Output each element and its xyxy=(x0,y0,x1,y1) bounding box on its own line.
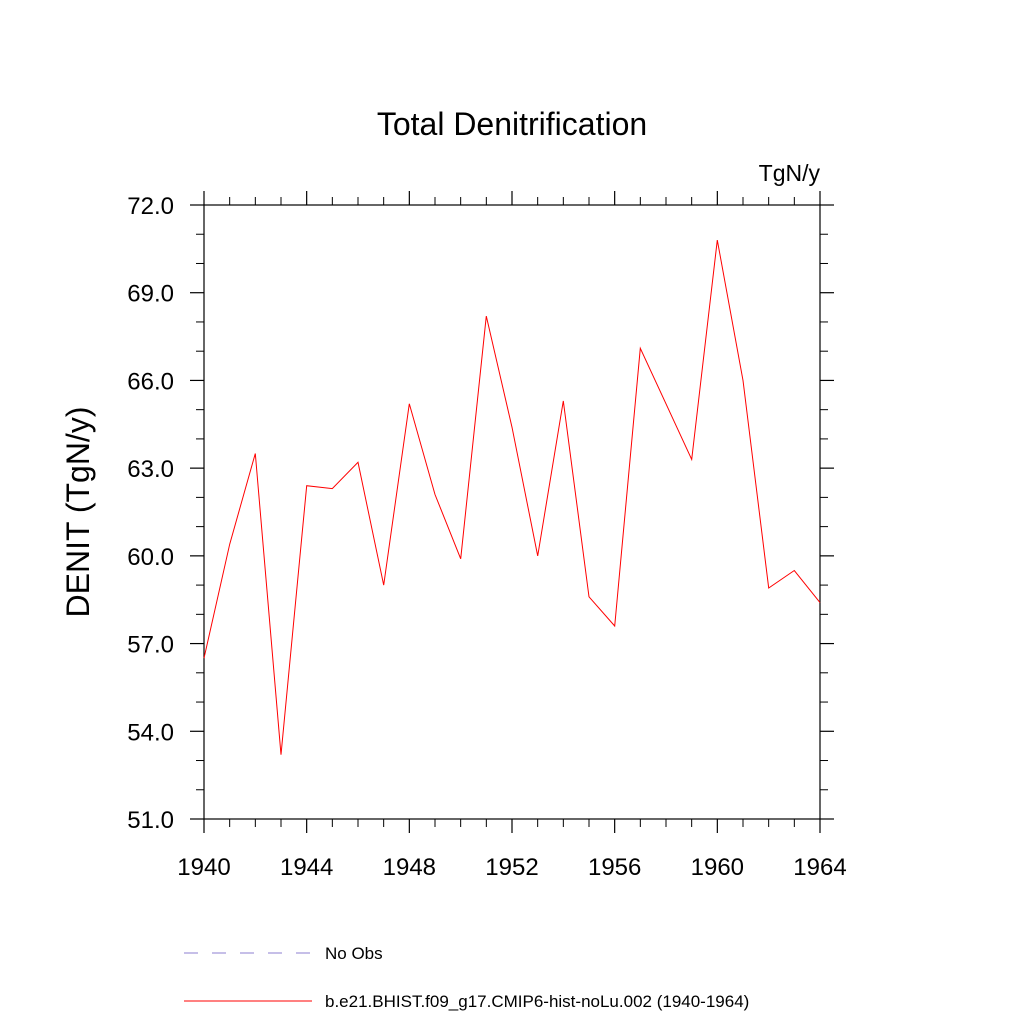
units-label: TgN/y xyxy=(759,160,821,186)
legend-label: No Obs xyxy=(325,944,383,963)
y-axis-label: DENIT (TgN/y) xyxy=(60,407,96,618)
y-tick-label: 51.0 xyxy=(127,807,174,834)
y-tick-label: 69.0 xyxy=(127,281,174,308)
x-tick-label: 1956 xyxy=(588,854,641,881)
x-tick-label: 1960 xyxy=(691,854,744,881)
y-tick-label: 54.0 xyxy=(127,719,174,746)
x-tick-label: 1948 xyxy=(383,854,436,881)
x-tick-label: 1964 xyxy=(793,854,846,881)
y-tick-label: 60.0 xyxy=(127,544,174,571)
x-tick-label: 1944 xyxy=(280,854,333,881)
y-tick-label: 57.0 xyxy=(127,632,174,659)
x-tick-label: 1952 xyxy=(485,854,538,881)
y-tick-label: 66.0 xyxy=(127,368,174,395)
x-tick-label: 1940 xyxy=(177,854,230,881)
series-layer xyxy=(203,240,821,755)
chart-title: Total Denitrification xyxy=(377,106,647,142)
legend: No Obs b.e21.BHIST.f09_g17.CMIP6-hist-noL… xyxy=(184,944,749,1011)
series-line-0 xyxy=(203,240,821,755)
y-tick-label: 63.0 xyxy=(127,456,174,483)
axis-ticks: 1940 1944 1948 1952 1956 1960 1964 51.0 54.0 57.0… xyxy=(127,191,847,881)
y-tick-label: 72.0 xyxy=(127,193,174,220)
legend-label: b.e21.BHIST.f09_g17.CMIP6-hist-noLu.002 … xyxy=(325,992,749,1011)
